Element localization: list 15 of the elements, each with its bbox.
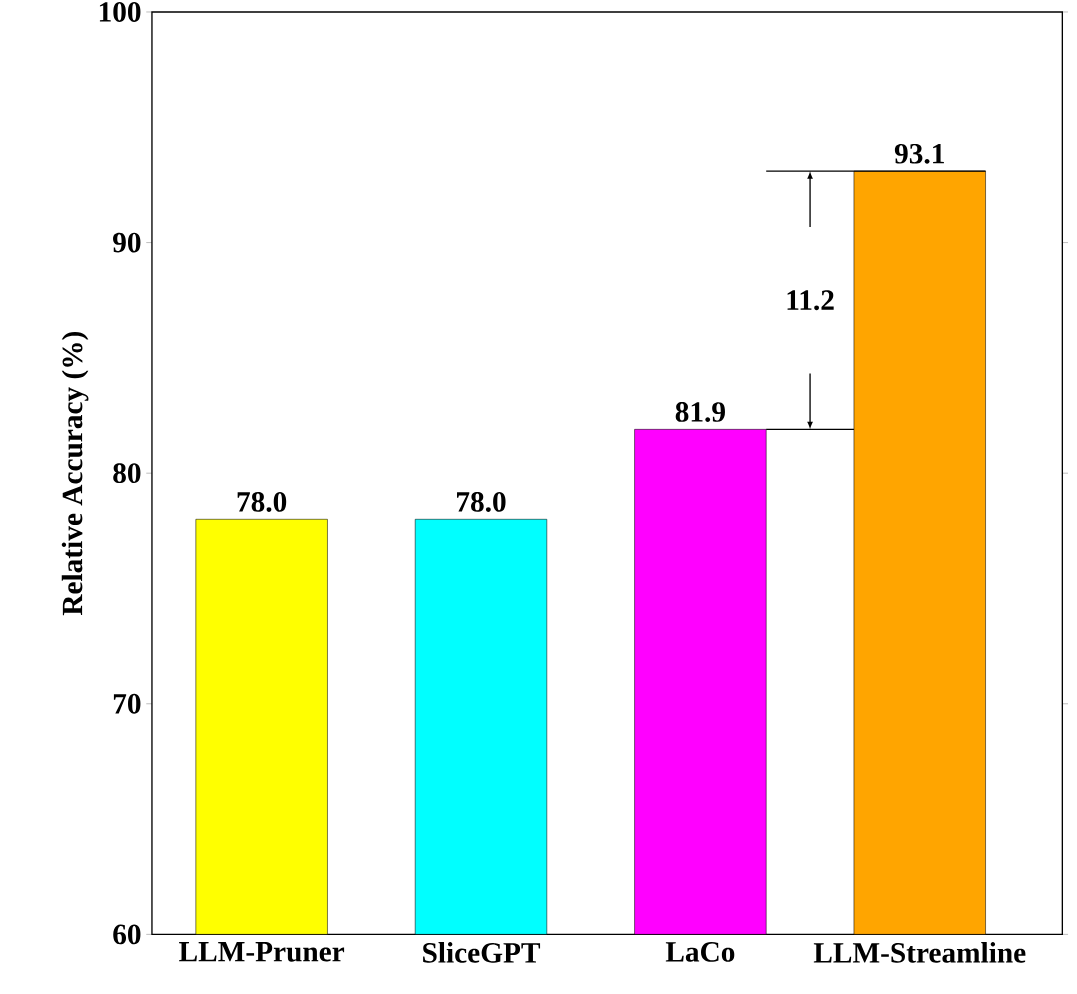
data-label: 93.1	[894, 143, 944, 164]
y-tick-label: 90	[113, 232, 141, 253]
y-tick-label: 70	[113, 693, 141, 714]
y-tick-label: 100	[99, 1, 141, 22]
x-tick-label: SliceGPT	[423, 941, 541, 963]
y-axis-title: Relative Accuracy (%)	[61, 331, 89, 615]
y-tick-label: 60	[113, 924, 141, 945]
data-label: 78.0	[237, 491, 287, 512]
x-tick-label: LaCo	[665, 941, 735, 962]
y-tick-label: 80	[113, 463, 141, 483]
x-tick-label: LLM-Pruner	[179, 941, 345, 962]
x-tick-label: LLM-Streamline	[813, 941, 1026, 963]
annotation: 11.2	[787, 290, 834, 310]
data-label: 78.0	[457, 491, 506, 512]
data-label: 81.9	[675, 401, 725, 422]
